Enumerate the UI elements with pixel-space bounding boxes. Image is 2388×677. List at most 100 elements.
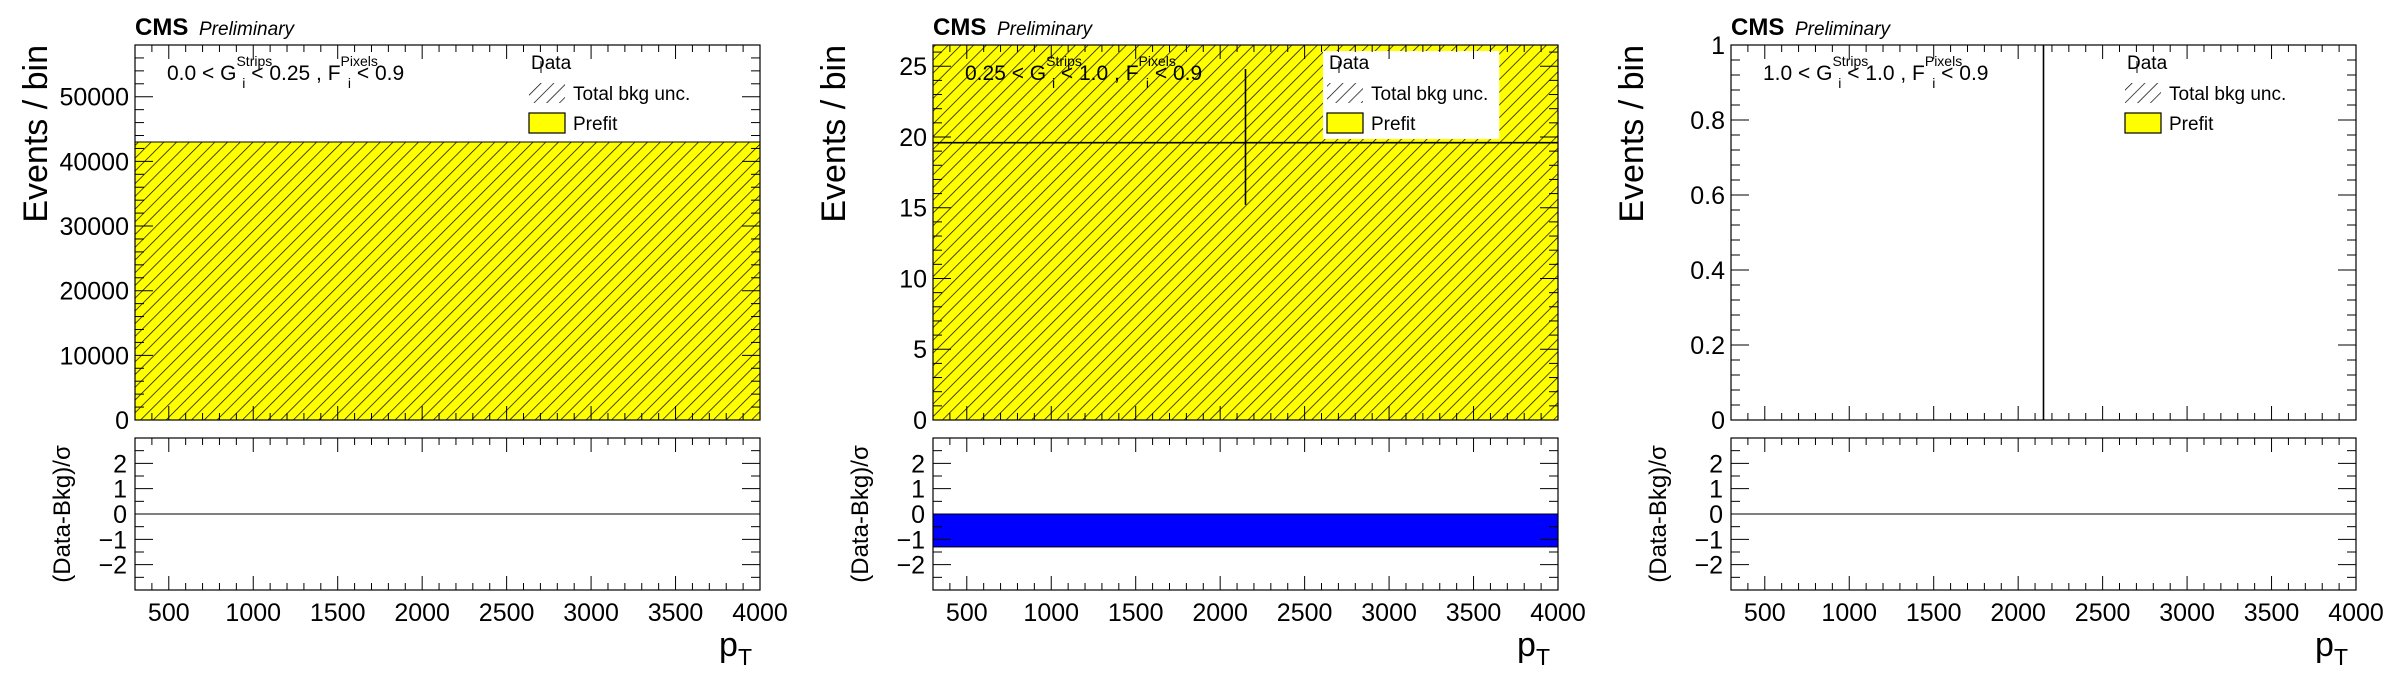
x-tick-label: 1500: [310, 599, 366, 627]
category-label-g-sub: i: [1052, 75, 1055, 91]
y-tick-label: 15: [899, 195, 927, 223]
x-axis-title-main: p: [719, 626, 738, 664]
legend-data-label: Data: [1329, 53, 1370, 74]
ratio-y-tick-label: 1: [911, 476, 925, 504]
legend-unc-label: Total bkg unc.: [1371, 84, 1488, 105]
x-tick-label: 1500: [1108, 599, 1164, 627]
top-frame: [932, 44, 1559, 421]
legend-prefit-swatch: [528, 112, 566, 134]
y-tick-label: 20000: [59, 278, 129, 306]
x-tick-label: 4000: [2328, 599, 2384, 627]
x-tick-label: 2500: [1277, 599, 1333, 627]
category-label: 1.0 < GStrips i < 1.0 , FPixels i < 0.9: [1763, 53, 1988, 91]
x-tick-label: 3500: [1446, 599, 1502, 627]
y-tick-label: 30000: [59, 213, 129, 241]
x-tick-label: 3500: [648, 599, 704, 627]
ratio-y-tick-label: −2: [896, 552, 925, 580]
y-tick-label: 40000: [59, 148, 129, 176]
x-tick-label: 3000: [2159, 599, 2215, 627]
legend-data-label: Data: [2127, 53, 2168, 74]
legend-prefit-swatch: [2124, 112, 2162, 134]
category-label-g-hi: < 0.25 , F: [245, 62, 340, 85]
x-axis-title: pT: [719, 626, 752, 670]
y-tick-label: 0.8: [1690, 107, 1725, 135]
x-tick-label: 4000: [1530, 599, 1586, 627]
pull-bar: [932, 513, 1559, 548]
category-label-f-hi: < 0.9: [351, 62, 404, 85]
legend-unc-swatch: [1327, 83, 1363, 103]
y-axis-title: Events / bin: [17, 45, 55, 223]
legend-unc-label: Total bkg unc.: [2169, 84, 2286, 105]
ratio-y-tick-label: −2: [1694, 552, 1723, 580]
x-axis-title-main: p: [1517, 626, 1536, 664]
x-axis-title: pT: [1517, 626, 1550, 670]
legend-unc-swatch: [529, 83, 565, 103]
x-axis-title: pT: [2315, 626, 2348, 670]
x-tick-label: 1500: [1906, 599, 1962, 627]
y-tick-label: 5: [913, 336, 927, 364]
y-tick-label: 1: [1711, 32, 1725, 60]
ratio-y-axis-title: (Data-Bkg)/σ: [847, 445, 874, 583]
category-label-g-lo: 1.0 < G: [1763, 62, 1832, 85]
y-tick-label: 50000: [59, 84, 129, 112]
category-label-f-sup: Pixels: [1139, 53, 1176, 69]
category-label-g-sub: i: [242, 75, 245, 91]
category-label-f-sup: Pixels: [341, 53, 378, 69]
category-label: 0.0 < GStrips i < 0.25 , FPixels i < 0.9: [167, 53, 404, 91]
y-tick-label: 0.6: [1690, 182, 1725, 210]
x-tick-label: 2000: [1192, 599, 1248, 627]
x-tick-label: 1000: [1023, 599, 1079, 627]
category-label-g-lo: 0.0 < G: [167, 62, 236, 85]
category-label-f-sub: i: [1932, 75, 1935, 91]
preliminary-label: Preliminary: [997, 19, 1094, 40]
category-label-f-hi: < 0.9: [1935, 62, 1988, 85]
y-tick-label: 10: [899, 265, 927, 293]
legend-prefit-label: Prefit: [573, 114, 618, 135]
ratio-y-axis-title: (Data-Bkg)/σ: [1645, 445, 1672, 583]
top-frame: [134, 44, 761, 421]
ratio-y-tick-label: −2: [98, 552, 127, 580]
category-label-g-lo: 0.25 < G: [965, 62, 1046, 85]
y-tick-label: 0.2: [1690, 332, 1725, 360]
ratio-y-tick-label: 2: [911, 450, 925, 478]
y-tick-label: 0.4: [1690, 257, 1725, 285]
x-axis-title-main: p: [2315, 626, 2334, 664]
category-label-f-hi: < 0.9: [1149, 62, 1202, 85]
legend-prefit-label: Prefit: [1371, 114, 1416, 135]
ratio-y-tick-label: 0: [911, 501, 925, 529]
category-label: 0.25 < GStrips i < 1.0 , FPixels i < 0.9: [965, 53, 1202, 91]
legend-prefit-swatch: [1326, 112, 1364, 134]
cms-label: CMS: [1731, 14, 1784, 41]
x-tick-label: 2000: [394, 599, 450, 627]
y-tick-label: 20: [899, 124, 927, 152]
y-axis-title: Events / bin: [1613, 45, 1651, 223]
y-tick-label: 0: [913, 407, 927, 435]
ratio-y-axis-title: (Data-Bkg)/σ: [49, 445, 76, 583]
top-frame: [1730, 44, 2357, 421]
x-tick-label: 2000: [1990, 599, 2046, 627]
ratio-y-tick-label: 1: [1709, 476, 1723, 504]
bkg-unc-band: [135, 141, 760, 420]
cms-label: CMS: [933, 14, 986, 41]
cms-label: CMS: [135, 14, 188, 41]
category-label-g-sup: Strips: [1046, 53, 1082, 69]
y-tick-label: 0: [1711, 407, 1725, 435]
x-tick-label: 500: [148, 599, 190, 627]
y-tick-label: 25: [899, 53, 927, 81]
category-label-f-sup: Pixels: [1925, 53, 1962, 69]
x-tick-label: 500: [946, 599, 988, 627]
y-tick-label: 0: [115, 407, 129, 435]
category-label-f-sub: i: [348, 75, 351, 91]
ratio-y-tick-label: 0: [1709, 501, 1723, 529]
x-tick-label: 2500: [479, 599, 535, 627]
x-tick-label: 1000: [1821, 599, 1877, 627]
x-tick-label: 3000: [563, 599, 619, 627]
ratio-y-tick-label: 2: [1709, 450, 1723, 478]
category-label-g-hi: < 1.0 , F: [1055, 62, 1138, 85]
category-label-g-hi: < 1.0 , F: [1841, 62, 1924, 85]
x-axis-title-subscript: T: [738, 644, 752, 670]
